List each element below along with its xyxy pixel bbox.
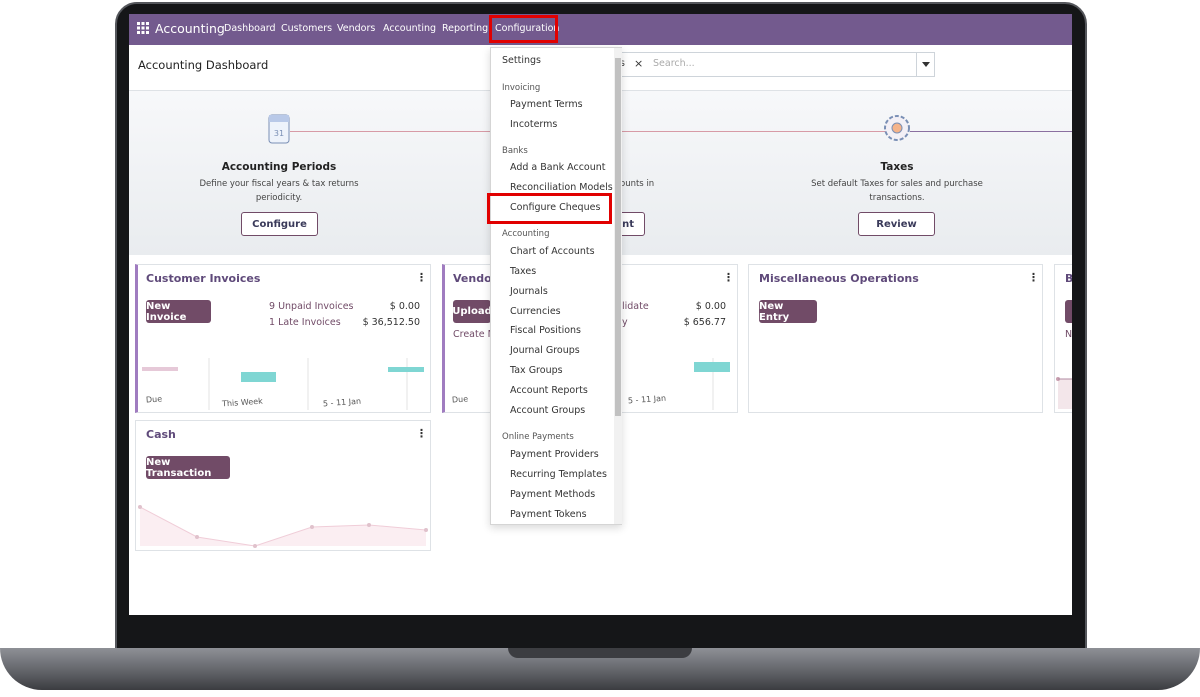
menu-item[interactable]: Currencies <box>510 306 561 317</box>
svg-text:31: 31 <box>274 129 284 138</box>
step-description: ounts in <box>620 179 655 189</box>
menu-item[interactable]: Journals <box>510 286 548 297</box>
nav-item[interactable]: Reporting <box>442 23 489 34</box>
card-row-label[interactable]: 1 Late Invoices <box>269 317 341 328</box>
caret <box>922 62 930 67</box>
step-description: periodicity. <box>255 193 303 203</box>
gear-icon <box>884 115 910 141</box>
nav-item[interactable]: Accounting <box>383 23 437 34</box>
menu-item[interactable]: Settings <box>502 55 541 66</box>
search-input[interactable]: Search... <box>653 58 695 69</box>
menu-section-header: Invoicing <box>502 83 541 93</box>
chart-label: Due <box>451 394 469 405</box>
card-title: Cash <box>146 428 176 441</box>
step-title: Accounting Periods <box>221 161 337 173</box>
menu-item[interactable]: Configure Cheques <box>510 202 601 213</box>
menu-item[interactable]: Account Groups <box>510 405 586 416</box>
card-button[interactable]: Upload <box>452 300 492 323</box>
card-link[interactable]: N <box>1065 329 1073 340</box>
config-dropdown <box>490 47 622 525</box>
facet-remove[interactable]: × <box>634 57 644 70</box>
card-row-label[interactable]: lidate <box>622 301 649 312</box>
nav-item[interactable]: Customers <box>281 23 333 34</box>
chart-label: This Week <box>221 396 264 409</box>
menu-item[interactable]: Chart of Accounts <box>510 246 595 257</box>
card-button[interactable] <box>1065 300 1072 323</box>
card-row-amount: $ 656.77 <box>683 317 726 328</box>
menu-item[interactable]: Tax Groups <box>510 365 563 376</box>
card-menu[interactable]: ⋮ <box>416 271 427 284</box>
menu-item[interactable]: Recurring Templates <box>510 469 607 480</box>
search-toggle[interactable] <box>916 52 917 77</box>
card-row-amount: $ 0.00 <box>695 301 726 312</box>
menu-item[interactable]: Account Reports <box>510 385 588 396</box>
apps-icon[interactable] <box>137 22 149 34</box>
nav-item[interactable]: Vendors <box>337 23 376 34</box>
menu-section-header: Online Payments <box>502 432 574 442</box>
card-title: B <box>1065 272 1074 285</box>
card-link[interactable]: Create M <box>453 329 496 340</box>
step-description: Set default Taxes for sales and purchase <box>811 179 983 189</box>
card-menu[interactable]: ⋮ <box>1028 271 1039 284</box>
card-title: Miscellaneous Operations <box>759 272 919 285</box>
card-row-amount: $ 0.00 <box>389 301 420 312</box>
card-title: Vendor <box>453 272 498 285</box>
card-row-amount: $ 36,512.50 <box>362 317 420 328</box>
menu-item[interactable]: Journal Groups <box>510 345 580 356</box>
navbar <box>129 14 1072 45</box>
chart-label: Due <box>145 394 163 405</box>
menu-section-header: Accounting <box>502 229 550 239</box>
step-description: Define your fiscal years & tax returns <box>199 179 359 189</box>
card <box>135 264 431 413</box>
card <box>748 264 1043 413</box>
dropdown-cover <box>491 518 613 524</box>
menu-item[interactable]: Reconciliation Models <box>510 182 613 193</box>
card-button[interactable]: New Invoice <box>146 300 211 323</box>
dropdown-scroll-thumb <box>615 58 621 416</box>
card-row-label[interactable]: 9 Unpaid Invoices <box>269 301 354 312</box>
nav-item[interactable]: Dashboard <box>224 23 276 34</box>
menu-item[interactable]: Payment Terms <box>510 99 583 110</box>
card-row-label[interactable]: y <box>622 317 628 328</box>
card-menu[interactable]: ⋮ <box>723 271 734 284</box>
highlight-box <box>487 193 612 224</box>
menu-item[interactable]: Payment Tokens <box>510 509 587 520</box>
highlight-box <box>489 15 558 43</box>
menu-item[interactable]: Payment Providers <box>510 449 599 460</box>
card <box>135 420 431 551</box>
step-button[interactable]: Review <box>858 212 935 236</box>
onboarding-line <box>910 131 1072 132</box>
app-name: Accounting <box>155 21 225 36</box>
card-button[interactable]: New Transaction <box>146 456 230 479</box>
card-title: Customer Invoices <box>146 272 261 285</box>
menu-item[interactable]: Fiscal Positions <box>510 325 582 336</box>
step-title: Taxes <box>880 161 914 173</box>
card-menu[interactable]: ⋮ <box>416 427 427 440</box>
menu-item[interactable]: Taxes <box>510 266 537 277</box>
step-description: transactions. <box>869 193 925 203</box>
card-button[interactable]: New Entry <box>759 300 817 323</box>
menu-section-header: Banks <box>502 146 528 156</box>
nav-item[interactable]: Configuration <box>495 23 560 34</box>
chart-label: 5 - 11 Jan <box>322 396 362 409</box>
chart-label: 5 - 11 Jan <box>627 393 667 406</box>
breadcrumb: Accounting Dashboard <box>138 58 269 72</box>
menu-item[interactable]: Payment Methods <box>510 489 596 500</box>
laptop-notch <box>508 648 692 658</box>
search-facet: s <box>620 58 625 69</box>
menu-item[interactable]: Incoterms <box>510 119 558 130</box>
menu-item[interactable]: Add a Bank Account <box>510 162 606 173</box>
step-button[interactable]: Configure <box>241 212 318 236</box>
calendar-icon: 31 <box>268 114 290 144</box>
